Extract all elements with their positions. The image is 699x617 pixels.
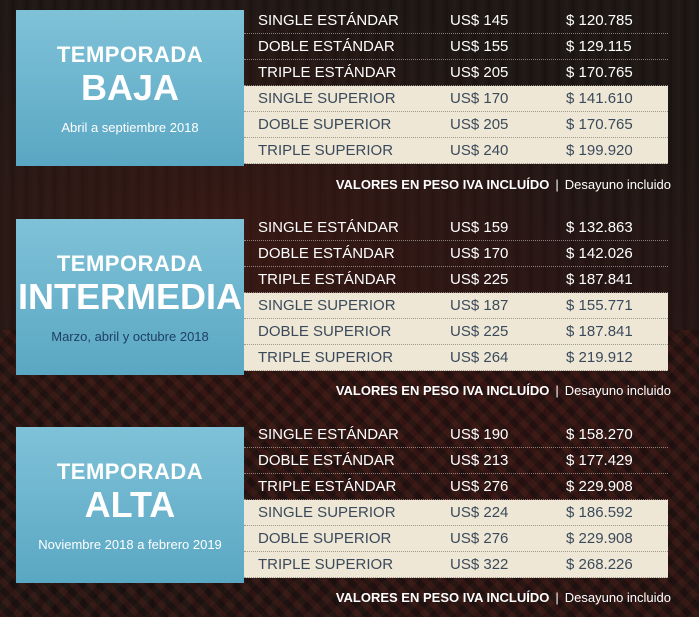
price-clp: $ 268.226 (566, 556, 633, 573)
price-clp: $ 129.115 (566, 38, 632, 55)
room-type: SINGLE SUPERIOR (258, 90, 396, 107)
room-type: TRIPLE ESTÁNDAR (258, 271, 397, 288)
price-clp: $ 120.785 (566, 12, 633, 29)
price-clp: $ 155.771 (566, 297, 633, 314)
room-type: SINGLE ESTÁNDAR (258, 219, 399, 236)
price-usd: US$ 187 (450, 297, 509, 314)
price-row: TRIPLE ESTÁNDAR US$ 276 $ 229.908 (244, 474, 668, 500)
price-usd: US$ 145 (450, 12, 509, 29)
price-note: VALORES EN PESO IVA INCLUÍDO | Desayuno in… (336, 177, 671, 192)
price-usd: US$ 240 (450, 142, 509, 159)
price-usd: US$ 276 (450, 530, 509, 547)
price-usd: US$ 155 (450, 38, 509, 55)
price-row: TRIPLE SUPERIOR US$ 240 $ 199.920 (244, 138, 668, 164)
season-title-top: TEMPORADA (56, 41, 204, 67)
room-type: TRIPLE SUPERIOR (258, 142, 394, 159)
price-row: DOBLE ESTÁNDAR US$ 155 $ 129.115 (244, 34, 668, 60)
room-type: SINGLE ESTÁNDAR (258, 426, 399, 443)
room-type: DOBLE SUPERIOR (258, 116, 392, 133)
price-usd: US$ 213 (450, 452, 509, 469)
price-clp: $ 158.270 (566, 426, 633, 443)
price-table: SINGLE ESTÁNDAR US$ 159 $ 132.863 DOBLE … (244, 215, 668, 371)
price-usd: US$ 159 (450, 219, 509, 236)
price-row: DOBLE ESTÁNDAR US$ 213 $ 177.429 (244, 448, 668, 474)
price-usd: US$ 322 (450, 556, 509, 573)
price-usd: US$ 225 (450, 271, 509, 288)
price-usd: US$ 276 (450, 478, 509, 495)
price-row: DOBLE SUPERIOR US$ 205 $ 170.765 (244, 112, 668, 138)
price-clp: $ 229.908 (566, 478, 633, 495)
season-label-box: TEMPORADA ALTA Noviembre 2018 a febrero … (16, 427, 244, 583)
price-row: SINGLE ESTÁNDAR US$ 190 $ 158.270 (244, 422, 668, 448)
price-row: TRIPLE ESTÁNDAR US$ 205 $ 170.765 (244, 60, 668, 86)
season-label-box: TEMPORADA BAJA Abril a septiembre 2018 (16, 10, 244, 166)
price-row: TRIPLE SUPERIOR US$ 264 $ 219.912 (244, 345, 668, 371)
price-usd: US$ 170 (450, 245, 509, 262)
note-main: VALORES EN PESO IVA INCLUÍDO (335, 383, 550, 398)
price-note: VALORES EN PESO IVA INCLUÍDO | Desayuno in… (336, 383, 671, 398)
room-type: TRIPLE SUPERIOR (258, 349, 394, 366)
note-main: VALORES EN PESO IVA INCLUÍDO (335, 590, 550, 605)
note-extra: Desayuno incluido (564, 383, 671, 398)
price-row: SINGLE SUPERIOR US$ 187 $ 155.771 (244, 293, 668, 319)
price-clp: $ 170.765 (566, 116, 633, 133)
price-clp: $ 186.592 (566, 504, 633, 521)
price-clp: $ 177.429 (566, 452, 633, 469)
price-row: DOBLE SUPERIOR US$ 276 $ 229.908 (244, 526, 668, 552)
price-clp: $ 141.610 (566, 90, 633, 107)
season-period: Abril a septiembre 2018 (61, 119, 199, 135)
price-clp: $ 132.863 (566, 219, 633, 236)
price-clp: $ 219.912 (566, 349, 633, 366)
note-extra: Desayuno incluido (564, 177, 671, 192)
season-period: Noviembre 2018 a febrero 2019 (38, 536, 222, 552)
price-usd: US$ 264 (450, 349, 509, 366)
note-separator: | (555, 590, 559, 605)
note-main: VALORES EN PESO IVA INCLUÍDO (335, 177, 550, 192)
price-row: DOBLE SUPERIOR US$ 225 $ 187.841 (244, 319, 668, 345)
season-title-top: TEMPORADA (56, 250, 204, 276)
room-type: DOBLE ESTÁNDAR (258, 38, 395, 55)
price-row: TRIPLE SUPERIOR US$ 322 $ 268.226 (244, 552, 668, 578)
price-table: SINGLE ESTÁNDAR US$ 145 $ 120.785 DOBLE … (244, 8, 668, 164)
price-clp: $ 187.841 (566, 323, 633, 340)
note-extra: Desayuno incluido (564, 590, 671, 605)
price-clp: $ 229.908 (566, 530, 633, 547)
price-clp: $ 199.920 (566, 142, 633, 159)
price-usd: US$ 190 (450, 426, 509, 443)
room-type: SINGLE SUPERIOR (258, 504, 396, 521)
price-row: SINGLE SUPERIOR US$ 224 $ 186.592 (244, 500, 668, 526)
room-type: DOBLE ESTÁNDAR (258, 452, 395, 469)
room-type: SINGLE ESTÁNDAR (258, 12, 399, 29)
room-type: DOBLE SUPERIOR (258, 323, 392, 340)
note-separator: | (555, 177, 559, 192)
price-clp: $ 187.841 (566, 271, 633, 288)
season-title-big: INTERMEDIA (18, 275, 242, 317)
room-type: TRIPLE SUPERIOR (258, 556, 394, 573)
price-usd: US$ 225 (450, 323, 509, 340)
season-period: Marzo, abril y octubre 2018 (51, 328, 209, 344)
note-separator: | (555, 383, 559, 398)
room-type: SINGLE SUPERIOR (258, 297, 396, 314)
price-table: SINGLE ESTÁNDAR US$ 190 $ 158.270 DOBLE … (244, 422, 668, 578)
room-type: TRIPLE ESTÁNDAR (258, 64, 397, 81)
price-row: TRIPLE ESTÁNDAR US$ 225 $ 187.841 (244, 267, 668, 293)
price-usd: US$ 170 (450, 90, 509, 107)
price-usd: US$ 205 (450, 64, 509, 81)
room-type: DOBLE SUPERIOR (258, 530, 392, 547)
price-note: VALORES EN PESO IVA INCLUÍDO | Desayuno in… (336, 590, 671, 605)
season-title-top: TEMPORADA (56, 458, 204, 484)
price-usd: US$ 224 (450, 504, 509, 521)
price-clp: $ 142.026 (566, 245, 633, 262)
price-row: SINGLE SUPERIOR US$ 170 $ 141.610 (244, 86, 668, 112)
room-type: DOBLE ESTÁNDAR (258, 245, 395, 262)
price-row: DOBLE ESTÁNDAR US$ 170 $ 142.026 (244, 241, 668, 267)
price-clp: $ 170.765 (566, 64, 633, 81)
price-row: SINGLE ESTÁNDAR US$ 159 $ 132.863 (244, 215, 668, 241)
season-label-box: TEMPORADA INTERMEDIA Marzo, abril y octu… (16, 219, 244, 375)
price-usd: US$ 205 (450, 116, 509, 133)
price-row: SINGLE ESTÁNDAR US$ 145 $ 120.785 (244, 8, 668, 34)
season-title-big: BAJA (80, 66, 179, 108)
room-type: TRIPLE ESTÁNDAR (258, 478, 397, 495)
season-title-big: ALTA (84, 483, 176, 525)
